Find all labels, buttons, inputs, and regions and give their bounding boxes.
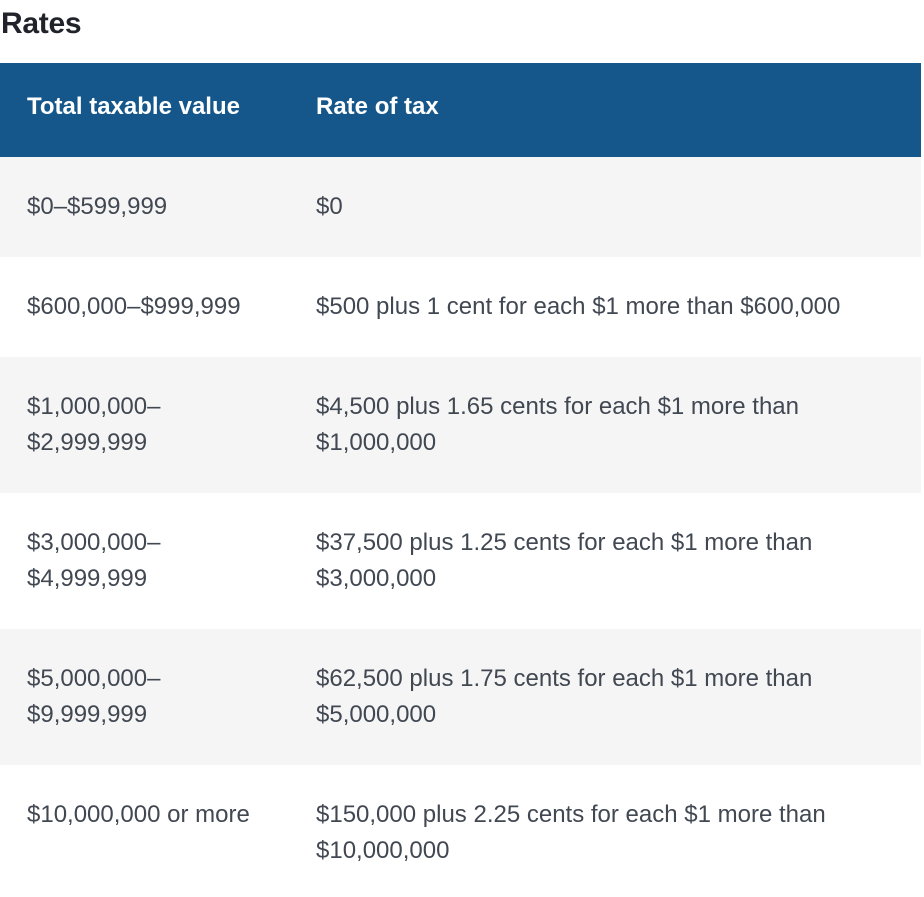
rates-table: Total taxable value Rate of tax $0–$599,…: [0, 63, 921, 897]
total-taxable-value-cell: $5,000,000–$9,999,999: [27, 665, 161, 728]
rate-of-tax-cell: $0: [316, 193, 343, 220]
rate-of-tax-cell: $500 plus 1 cent for each $1 more than $…: [316, 293, 841, 320]
rate-of-tax-cell: $37,500 plus 1.25 cents for each $1 more…: [316, 529, 813, 592]
rate-of-tax-cell: $62,500 plus 1.75 cents for each $1 more…: [316, 665, 813, 728]
rate-of-tax-cell: $150,000 plus 2.25 cents for each $1 mor…: [316, 801, 826, 864]
page: Rates Total taxable value Rate of tax $0…: [0, 6, 924, 897]
total-taxable-value-cell: $600,000–$999,999: [27, 293, 241, 320]
column-header-rate-of-tax: Rate of tax: [290, 63, 921, 157]
rate-of-tax-cell: $4,500 plus 1.65 cents for each $1 more …: [316, 393, 799, 456]
table-row: $0–$599,999 $0: [0, 157, 921, 257]
total-taxable-value-cell: $3,000,000–$4,999,999: [27, 529, 161, 592]
page-title: Rates: [1, 7, 82, 40]
total-taxable-value-cell: $0–$599,999: [27, 193, 168, 220]
table-row: $10,000,000 or more $150,000 plus 2.25 c…: [0, 765, 921, 897]
column-header-total-taxable-value: Total taxable value: [0, 63, 290, 157]
table-row: $1,000,000–$2,999,999 $4,500 plus 1.65 c…: [0, 357, 921, 493]
table-row: $600,000–$999,999 $500 plus 1 cent for e…: [0, 257, 921, 357]
table-row: $5,000,000–$9,999,999 $62,500 plus 1.75 …: [0, 629, 921, 765]
rates-table-header: Total taxable value Rate of tax: [0, 63, 921, 157]
header-row: Total taxable value Rate of tax: [0, 63, 921, 157]
total-taxable-value-cell: $10,000,000 or more: [27, 801, 250, 828]
rates-table-body: $0–$599,999 $0 $600,000–$999,999 $500 pl…: [0, 157, 921, 897]
total-taxable-value-cell: $1,000,000–$2,999,999: [27, 393, 161, 456]
table-row: $3,000,000–$4,999,999 $37,500 plus 1.25 …: [0, 493, 921, 629]
